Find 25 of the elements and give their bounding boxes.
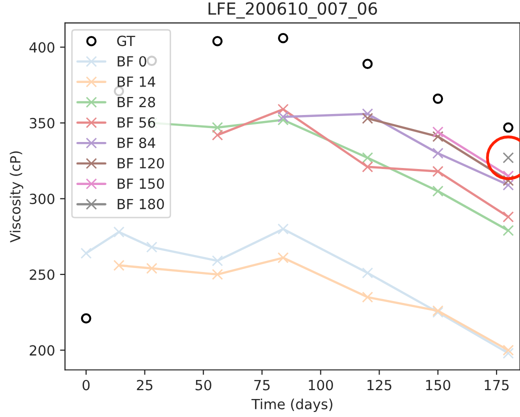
legend-label: BF 120 — [118, 158, 164, 169]
x-tick-label: 75 — [254, 380, 270, 390]
legend-label: BF 180 — [118, 198, 164, 210]
legend-label: BF 150 — [118, 178, 164, 189]
x-tick-label: 175 — [484, 380, 509, 390]
x-tick-label: 25 — [136, 380, 152, 390]
legend-label: BF 28 — [118, 96, 156, 108]
legend-label: BF 0 — [118, 56, 146, 67]
legend-label: GT — [117, 36, 136, 46]
x-tick-label: 50 — [196, 380, 212, 390]
y-tick-label: 400 — [29, 42, 54, 53]
legend-label: BF 14 — [118, 76, 156, 87]
legend-label: BF 84 — [118, 138, 156, 148]
x-tick-label: 125 — [368, 380, 392, 390]
x-tick-label: 0 — [82, 380, 90, 390]
x-tick-label: 150 — [426, 380, 450, 390]
y-axis-title: Viscosity (cP) — [10, 151, 24, 243]
y-tick-label: 250 — [30, 269, 54, 280]
y-tick-label: 200 — [30, 345, 54, 356]
x-tick-label: 100 — [308, 380, 333, 390]
y-tick-label: 350 — [30, 118, 54, 128]
y-tick-label: 300 — [30, 194, 54, 204]
chart-title: LFE_200610_007_06 — [208, 2, 377, 19]
legend-label: BF 56 — [118, 117, 156, 128]
x-axis-title: Time (days) — [251, 398, 332, 412]
